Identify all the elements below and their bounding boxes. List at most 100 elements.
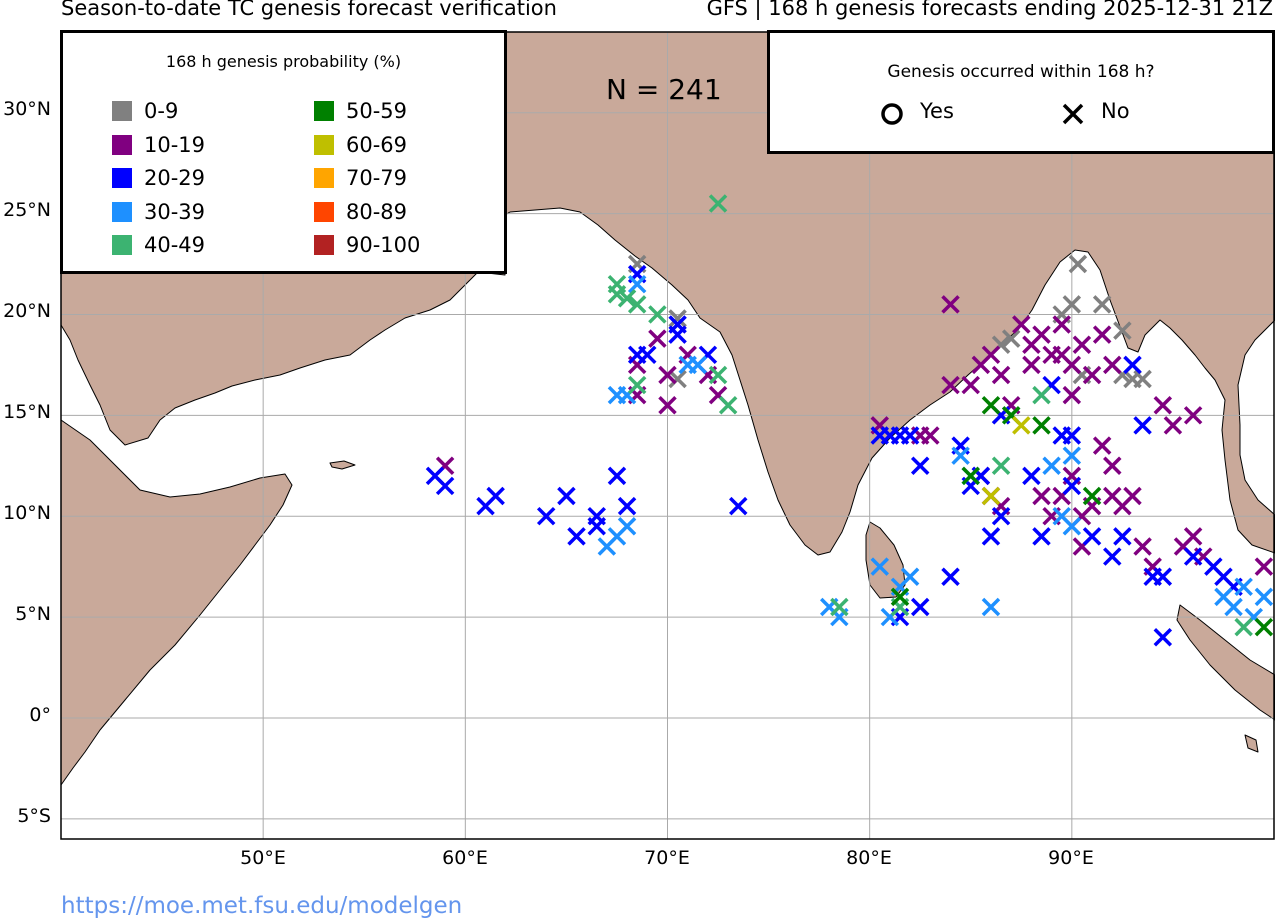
- forecast-marker: [668, 309, 687, 328]
- lon-tick-50e: 50°E: [240, 847, 286, 869]
- forecast-marker: [617, 496, 637, 516]
- socotra: [329, 460, 356, 470]
- legend-label: 30-39: [144, 199, 206, 224]
- legend-label: 70-79: [346, 166, 408, 191]
- forecast-marker: [991, 365, 1011, 385]
- lon-tick-70e: 70°E: [644, 847, 690, 869]
- forecast-marker: [435, 476, 455, 496]
- forecast-marker: [900, 567, 920, 586]
- forecast-marker: [1072, 335, 1092, 354]
- forecast-marker: [1032, 325, 1051, 344]
- probability-legend: 168 h genesis probability (%) 0-9 10-19 20…: [60, 30, 507, 274]
- legend-swatch: [314, 235, 334, 256]
- forecast-marker: [708, 194, 728, 213]
- forecast-marker: [1103, 547, 1122, 566]
- forecast-marker: [1123, 355, 1142, 375]
- lon-tick-60e: 60°E: [442, 847, 488, 869]
- forecast-marker: [941, 375, 960, 395]
- forecast-marker: [1082, 365, 1102, 385]
- lat-tick-10n: 10°N: [3, 502, 51, 524]
- forecast-marker: [910, 597, 930, 617]
- forecast-marker: [1153, 628, 1173, 647]
- legend-label: 80-89: [346, 199, 408, 224]
- legend-label: 0-9: [144, 99, 179, 123]
- legend-label: 20-29: [144, 166, 206, 191]
- forecast-marker: [1133, 537, 1152, 556]
- forecast-marker: [1133, 416, 1152, 435]
- forecast-marker: [607, 466, 627, 486]
- forecast-marker: [1183, 527, 1203, 546]
- forecast-marker: [830, 597, 849, 617]
- forecast-marker: [900, 426, 920, 445]
- forecast-marker: [536, 506, 556, 526]
- forecast-marker: [921, 426, 940, 445]
- occurrence-legend: Genesis occurred within 168 h? Yes No: [767, 30, 1275, 154]
- legend-swatch: [112, 134, 132, 155]
- lat-tick-0: 0°: [29, 704, 51, 726]
- forecast-marker: [961, 466, 980, 486]
- forecast-marker: [617, 517, 637, 536]
- forecast-marker: [981, 345, 1001, 365]
- forecast-marker: [557, 486, 576, 506]
- forecast-marker: [981, 395, 1001, 415]
- forecast-marker: [1092, 295, 1112, 314]
- forecast-count: N = 241: [606, 73, 722, 106]
- legend-label: 50-59: [346, 99, 408, 123]
- forecast-marker: [991, 456, 1011, 476]
- forecast-marker: [1032, 486, 1051, 506]
- source-url: https://moe.met.fsu.edu/modelgen: [61, 893, 463, 919]
- forecast-marker: [1052, 315, 1071, 334]
- forecast-marker: [1183, 406, 1203, 425]
- forecast-marker: [638, 345, 657, 365]
- forecast-marker: [1022, 355, 1041, 375]
- lat-tick-25n: 25°N: [3, 199, 51, 221]
- forecast-marker: [1153, 567, 1173, 586]
- legend-swatch: [314, 168, 334, 189]
- forecast-marker: [729, 496, 748, 516]
- lon-tick-80e: 80°E: [846, 847, 892, 869]
- forecast-marker: [1153, 395, 1173, 415]
- forecast-markers: [425, 194, 1274, 647]
- forecast-marker: [627, 375, 647, 395]
- forecast-marker: [486, 486, 505, 506]
- forecast-marker: [1062, 295, 1082, 314]
- forecast-marker: [870, 557, 890, 576]
- forecast-marker: [1082, 527, 1102, 546]
- forecast-marker: [1103, 456, 1122, 476]
- forecast-marker: [1254, 587, 1274, 607]
- forecast-marker: [941, 567, 960, 586]
- forecast-marker: [1092, 325, 1112, 344]
- forecast-marker: [627, 274, 647, 294]
- forecast-marker: [658, 365, 677, 385]
- probability-legend-title: 168 h genesis probability (%): [165, 52, 402, 71]
- occurrence-no-label: No: [1101, 99, 1130, 123]
- forecast-marker: [708, 365, 728, 385]
- forecast-marker: [1092, 436, 1112, 455]
- forecast-marker: [668, 369, 687, 389]
- lat-tick-5n: 5°N: [15, 603, 51, 625]
- legend-label: 90-100: [346, 233, 421, 258]
- x-icon: [1062, 103, 1084, 125]
- legend-swatch: [112, 235, 132, 256]
- forecast-marker: [1032, 385, 1051, 405]
- sumatra: [1176, 604, 1275, 721]
- forecast-marker: [941, 295, 960, 314]
- forecast-marker: [991, 506, 1011, 526]
- forecast-marker: [1062, 385, 1082, 405]
- forecast-marker: [688, 355, 708, 375]
- forecast-marker: [1032, 416, 1051, 435]
- lat-tick-15n: 15°N: [3, 401, 51, 423]
- madagascar-edge: [1244, 734, 1259, 753]
- forecast-marker: [1254, 617, 1274, 637]
- forecast-marker: [658, 395, 677, 415]
- forecast-marker: [1082, 486, 1102, 506]
- legend-label: 60-69: [346, 132, 408, 157]
- forecast-marker: [910, 456, 930, 476]
- forecast-marker: [981, 527, 1001, 546]
- lat-tick-30n: 30°N: [3, 98, 51, 120]
- map-frame: [60, 31, 1275, 840]
- forecast-marker: [1103, 355, 1122, 375]
- legend-swatch: [112, 201, 132, 222]
- lon-tick-90e: 90°E: [1048, 847, 1094, 869]
- occurrence-yes-label: Yes: [920, 99, 954, 123]
